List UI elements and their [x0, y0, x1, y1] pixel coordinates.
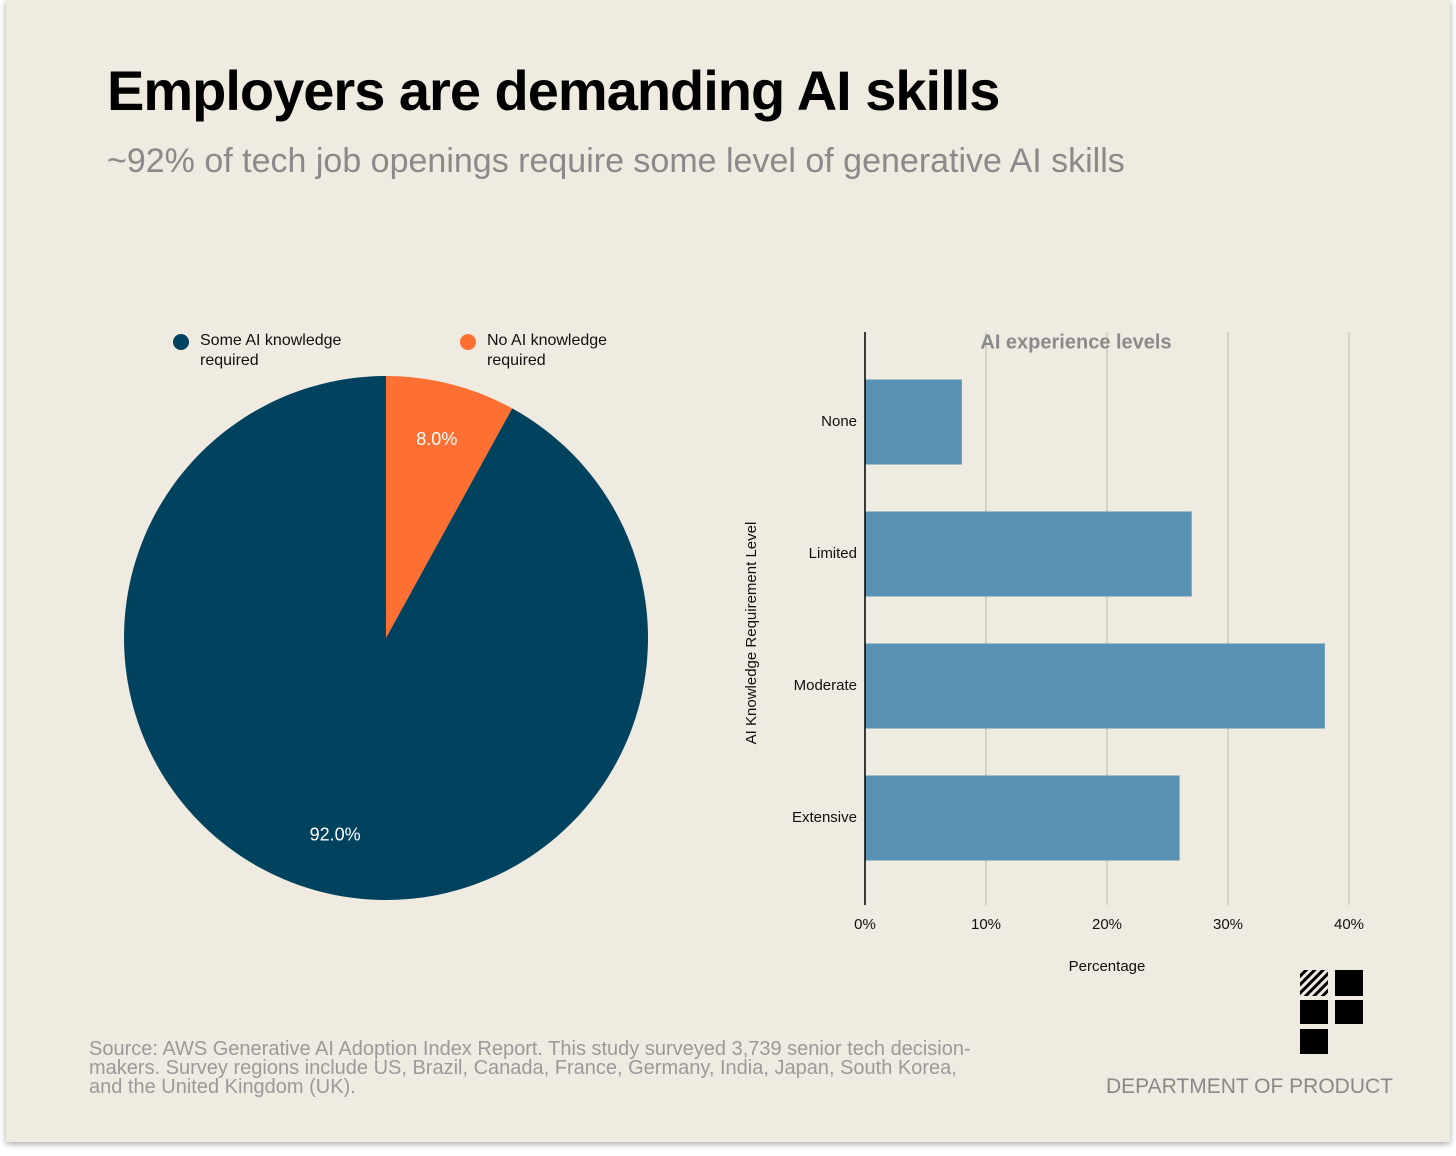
title: Employers are demanding AI skills: [107, 59, 1000, 122]
bar: [865, 775, 1180, 861]
source: Source: AWS Generative AI Adoption Index…: [89, 1038, 971, 1098]
subtitle: ~92% of tech job openings require some l…: [107, 142, 1125, 180]
pie-slice: [123, 376, 648, 900]
bar: [865, 379, 962, 465]
x-tick-label: 0%: [854, 916, 876, 933]
y-tick-label: Limited: [809, 545, 857, 562]
x-axis-label: Percentage: [1069, 958, 1146, 975]
x-tick-label: 20%: [1092, 916, 1122, 933]
bar: [865, 511, 1192, 597]
brand: DEPARTMENT OF PRODUCT: [1105, 1075, 1393, 1098]
y-tick-label: Moderate: [794, 677, 857, 694]
legend-label: Some AI knowledge required: [200, 332, 342, 369]
slice-label: 92.0%: [310, 825, 361, 845]
x-tick-label: 40%: [1334, 916, 1364, 933]
legend-dot: [460, 334, 476, 350]
y-axis-label: AI Knowledge Requirement Level: [743, 522, 760, 745]
x-tick-label: 30%: [1213, 916, 1243, 933]
x-tick-label: 10%: [971, 916, 1001, 933]
legend-dot: [173, 334, 189, 350]
bar: [865, 643, 1325, 729]
pie-slice: [386, 376, 513, 638]
legend-label: No AI knowledge required: [487, 332, 608, 369]
slice-label: 8.0%: [416, 429, 457, 449]
chart-title: AI experience levels: [980, 331, 1171, 353]
logo: [1300, 970, 1363, 1054]
y-tick-label: Extensive: [792, 809, 857, 826]
y-tick-label: None: [821, 413, 857, 430]
